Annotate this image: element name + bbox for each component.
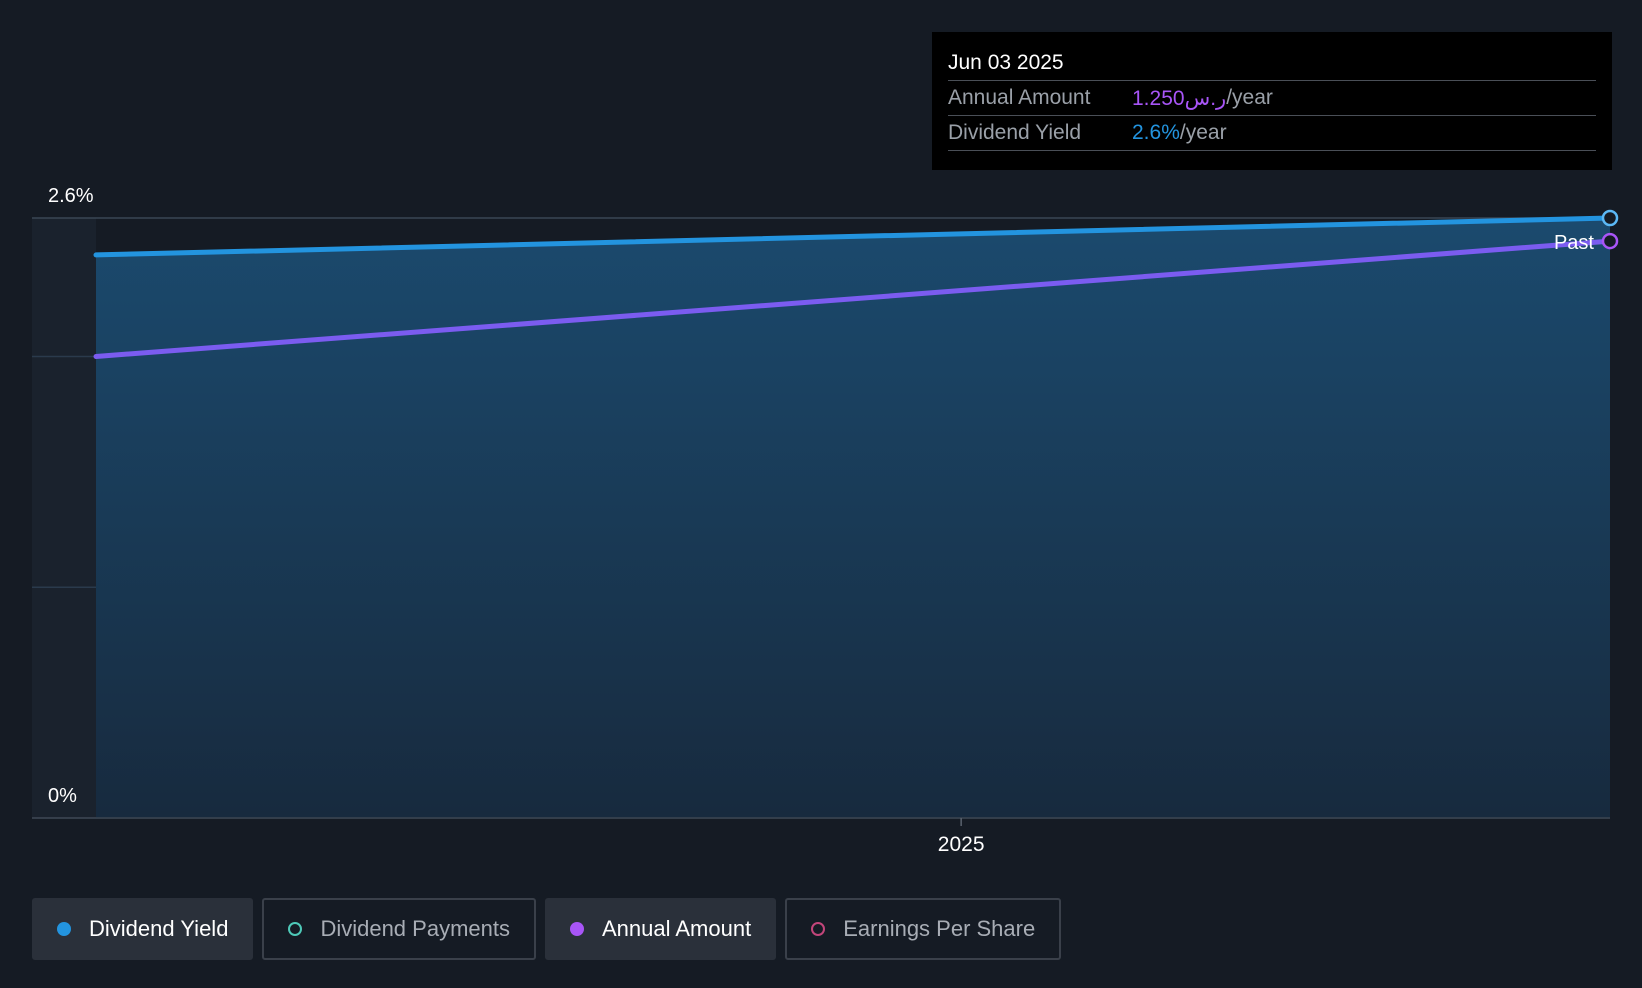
series-line-annual-amount [93,238,1613,359]
tooltip-unit: /year [1226,86,1273,109]
series-end-marker [1601,232,1619,250]
legend-dividend-yield[interactable]: Dividend Yield [32,898,254,960]
legend-earnings-per-share[interactable]: Earnings Per Share [785,898,1062,960]
tooltip-value: 2.6% [1132,121,1180,144]
hollow-dot-icon [288,922,303,936]
x-tick-label: 2025 [938,833,985,856]
legend-label: Dividend Yield [89,916,229,941]
plot-left-band [32,218,96,818]
legend-dividend-payments[interactable]: Dividend Payments [262,898,536,960]
tooltip: Jun 03 2025 Annual Amount 1.250ر.س /year… [932,32,1612,170]
tooltip-value: 1.250ر.س [1132,86,1227,110]
tooltip-label: Annual Amount [948,86,1091,109]
hollow-dot-icon [811,922,826,936]
tooltip-row-annual-amount: Annual Amount 1.250ر.س /year [948,80,1596,115]
tooltip-date: Jun 03 2025 [948,51,1064,74]
tooltip-unit: /year [1179,121,1227,144]
legend-label: Annual Amount [601,916,752,941]
tooltip-label: Dividend Yield [948,121,1082,144]
legend-label: Dividend Payments [320,916,510,941]
legend-annual-amount[interactable]: Annual Amount [544,898,777,960]
tooltip-row-dividend-yield: Dividend Yield 2.6% /year [948,115,1596,151]
y-axis-label: 2.6% [48,185,94,207]
legend: Dividend Yield Dividend Payments Annual … [32,898,1062,960]
y-axis-label: 0% [48,785,77,807]
past-label: Past [1554,232,1594,254]
filled-dot-icon [57,922,71,936]
series-end-marker [1601,209,1619,227]
filled-dot-icon [569,922,584,936]
series-line-dividend-yield [93,215,1613,258]
legend-label: Earnings Per Share [843,916,1036,941]
dividend-yield-area [96,218,1610,818]
